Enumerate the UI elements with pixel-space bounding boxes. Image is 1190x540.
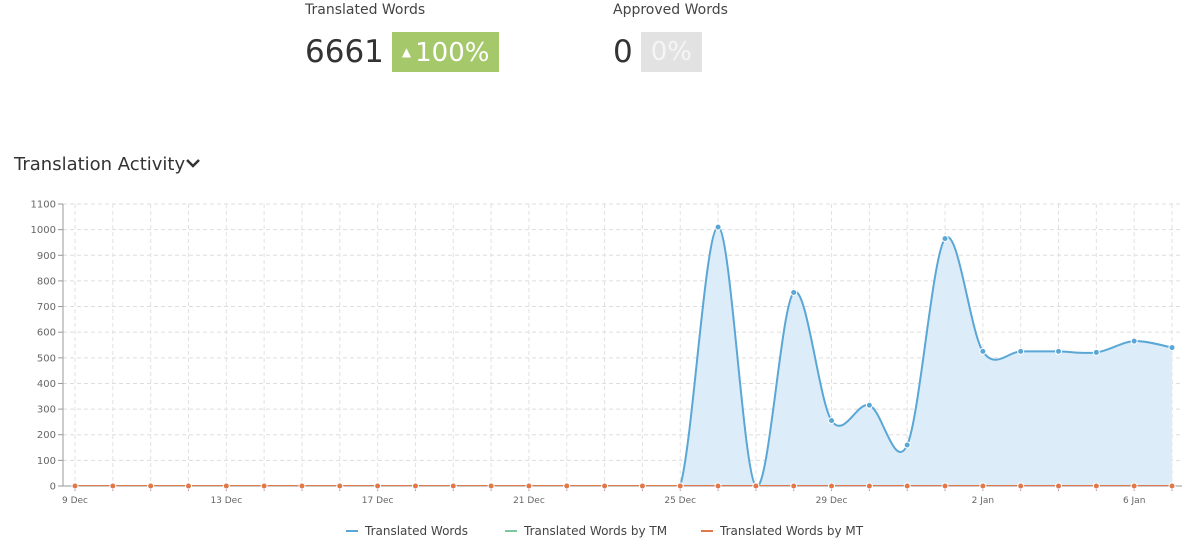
data-point <box>903 482 911 490</box>
data-point <box>752 482 760 490</box>
data-point <box>676 482 684 490</box>
data-point <box>298 482 306 490</box>
stat-translated: Translated Words 6661 ▲ 100% <box>305 2 500 72</box>
legend-label: Translated Words by MT <box>719 524 864 538</box>
y-tick-label: 800 <box>37 276 56 287</box>
x-tick-label: 17 Dec <box>362 496 394 506</box>
stat-change-badge: ▲ 100% <box>391 32 500 72</box>
data-point <box>563 482 571 490</box>
x-tick-label: 25 Dec <box>664 496 696 506</box>
data-point <box>979 482 987 490</box>
data-point <box>1168 344 1176 352</box>
stat-approved: Approved Words 0 0% <box>613 2 728 72</box>
y-tick-label: 1100 <box>31 200 56 211</box>
series-area <box>75 227 1172 486</box>
data-point <box>714 482 722 490</box>
stat-change-badge: 0% <box>640 32 702 72</box>
x-tick-label: 13 Dec <box>210 496 242 506</box>
data-point <box>1055 482 1063 490</box>
stat-label: Translated Words <box>305 2 426 18</box>
y-tick-label: 200 <box>37 430 56 441</box>
y-tick-label: 500 <box>37 353 56 364</box>
y-tick-label: 0 <box>50 482 56 493</box>
data-point <box>109 482 117 490</box>
data-point <box>828 417 836 425</box>
data-point <box>1130 482 1138 490</box>
stat-value: 0 <box>613 34 633 70</box>
data-point <box>374 482 382 490</box>
up-arrow: ▲ <box>401 45 412 59</box>
stat-change: 100% <box>415 38 490 68</box>
data-point <box>1092 482 1100 490</box>
data-point <box>714 223 722 231</box>
data-point <box>979 347 987 355</box>
data-point <box>865 482 873 490</box>
data-point <box>147 482 155 490</box>
y-tick-label: 600 <box>37 328 56 339</box>
data-point <box>525 482 533 490</box>
legend-label: Translated Words <box>364 524 468 538</box>
stat-change: 0% <box>650 37 692 67</box>
data-point <box>1017 347 1025 355</box>
data-point <box>601 482 609 490</box>
data-point <box>222 482 230 490</box>
x-tick-label: 21 Dec <box>513 496 545 506</box>
data-point <box>449 482 457 490</box>
data-point <box>260 482 268 490</box>
data-point <box>487 482 495 490</box>
data-point <box>790 482 798 490</box>
stat-row: 6661 ▲ 100% <box>305 32 500 72</box>
data-point <box>184 482 192 490</box>
data-point <box>1168 482 1176 490</box>
stat-label: Approved Words <box>613 2 728 18</box>
y-tick-label: 100 <box>37 456 56 467</box>
legend-label: Translated Words by TM <box>523 524 667 538</box>
data-point <box>865 401 873 409</box>
chart-title[interactable]: Translation Activity <box>13 154 185 175</box>
data-point <box>941 482 949 490</box>
x-tick-label: 29 Dec <box>816 496 848 506</box>
x-tick-label: 6 Jan <box>1123 496 1145 506</box>
y-tick-label: 900 <box>37 251 56 262</box>
data-point <box>903 441 911 449</box>
data-point <box>1017 482 1025 490</box>
x-tick-label: 9 Dec <box>62 496 88 506</box>
data-point <box>638 482 646 490</box>
stat-value: 6661 <box>305 34 384 70</box>
data-point <box>790 288 798 296</box>
series-line <box>75 226 1173 486</box>
data-point <box>828 482 836 490</box>
data-point <box>1055 347 1063 355</box>
data-point <box>411 482 419 490</box>
data-point <box>1092 348 1100 356</box>
data-point <box>941 235 949 243</box>
data-point <box>336 482 344 490</box>
y-tick-label: 700 <box>37 302 56 313</box>
data-point <box>1130 337 1138 345</box>
y-tick-label: 1000 <box>31 225 56 236</box>
stat-row: 0 0% <box>613 32 728 72</box>
y-tick-label: 300 <box>37 405 56 416</box>
data-point <box>71 482 79 490</box>
y-tick-label: 400 <box>37 379 56 390</box>
dropdown-chevron[interactable] <box>186 159 200 168</box>
x-tick-label: 2 Jan <box>972 496 994 506</box>
